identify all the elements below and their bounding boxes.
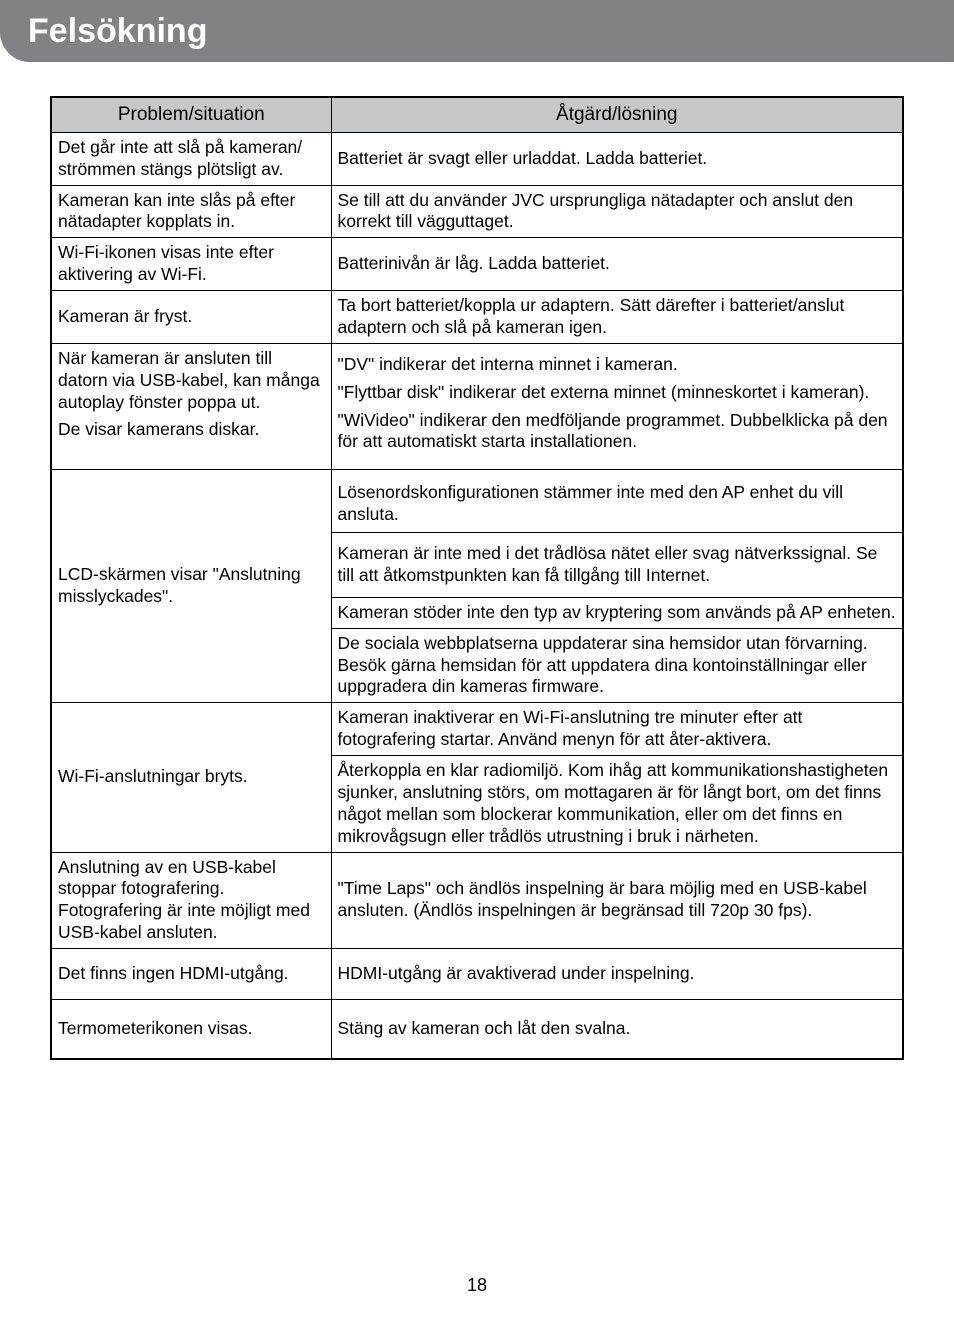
solution-text: "WiVideo" indikerar den medföljande prog… <box>338 410 897 454</box>
problem-cell: Det finns ingen HDMI-utgång. <box>51 949 331 1000</box>
col-header-problem: Problem/situation <box>51 97 331 132</box>
problem-cell: LCD-skärmen visar "Anslutning misslyckad… <box>51 470 331 703</box>
table-row: Wi-Fi-anslutningar bryts. Kameran inakti… <box>51 703 903 756</box>
problem-cell: Kameran är fryst. <box>51 291 331 344</box>
solution-cell: Ta bort batteriet/koppla ur adaptern. Sä… <box>331 291 903 344</box>
solution-cell: "Time Laps" och ändlös inspelning är bar… <box>331 852 903 949</box>
solution-cell: Kameran stöder inte den typ av krypterin… <box>331 597 903 628</box>
solution-cell: "DV" indikerar det interna minnet i kame… <box>331 343 903 470</box>
solution-cell: Se till att du använder JVC ursprungliga… <box>331 185 903 238</box>
problem-cell: Wi-Fi-ikonen visas inte efter aktivering… <box>51 238 331 291</box>
problem-cell: Anslutning av en USB-kabel stoppar fotog… <box>51 852 331 949</box>
table-row: Kameran kan inte slås på efter nätadapte… <box>51 185 903 238</box>
page-title: Felsökning <box>28 12 207 51</box>
solution-cell: Återkoppla en klar radiomiljö. Kom ihåg … <box>331 756 903 853</box>
content-area: Problem/situation Åtgärd/lösning Det går… <box>0 62 954 1060</box>
problem-cell: Det går inte att slå på kameran/ strömme… <box>51 132 331 185</box>
page-number: 18 <box>0 1275 954 1296</box>
table-row: Det går inte att slå på kameran/ strömme… <box>51 132 903 185</box>
problem-cell: Termometerikonen visas. <box>51 999 331 1058</box>
problem-cell: När kameran är ansluten till datorn via … <box>51 343 331 470</box>
solution-cell: Batteriet är svagt eller urladdat. Ladda… <box>331 132 903 185</box>
solution-cell: HDMI-utgång är avaktiverad under inspeln… <box>331 949 903 1000</box>
solution-cell: Batterinivån är låg. Ladda batteriet. <box>331 238 903 291</box>
solution-cell: De sociala webbplatserna uppdaterar sina… <box>331 628 903 703</box>
solution-cell: Kameran är inte med i det trådlösa nätet… <box>331 533 903 598</box>
table-header-row: Problem/situation Åtgärd/lösning <box>51 97 903 132</box>
table-row: Kameran är fryst. Ta bort batteriet/kopp… <box>51 291 903 344</box>
table-row: Det finns ingen HDMI-utgång. HDMI-utgång… <box>51 949 903 1000</box>
table-row: LCD-skärmen visar "Anslutning misslyckad… <box>51 470 903 533</box>
solution-text: "DV" indikerar det interna minnet i kame… <box>338 354 897 376</box>
problem-text: De visar kamerans diskar. <box>58 419 325 441</box>
table-row: Wi-Fi-ikonen visas inte efter aktivering… <box>51 238 903 291</box>
solution-cell: Lösenordskonfigurationen stämmer inte me… <box>331 470 903 533</box>
col-header-solution: Åtgärd/lösning <box>331 97 903 132</box>
table-row: Termometerikonen visas. Stäng av kameran… <box>51 999 903 1058</box>
troubleshooting-table: Problem/situation Åtgärd/lösning Det går… <box>50 96 904 1060</box>
solution-cell: Stäng av kameran och låt den svalna. <box>331 999 903 1058</box>
header-bar: Felsökning <box>0 0 954 62</box>
table-row: När kameran är ansluten till datorn via … <box>51 343 903 470</box>
solution-cell: Kameran inaktiverar en Wi-Fi-anslutning … <box>331 703 903 756</box>
problem-cell: Kameran kan inte slås på efter nätadapte… <box>51 185 331 238</box>
solution-text: "Flyttbar disk" indikerar det externa mi… <box>338 382 897 404</box>
problem-text: När kameran är ansluten till datorn via … <box>58 348 325 414</box>
table-row: Anslutning av en USB-kabel stoppar fotog… <box>51 852 903 949</box>
problem-cell: Wi-Fi-anslutningar bryts. <box>51 703 331 852</box>
